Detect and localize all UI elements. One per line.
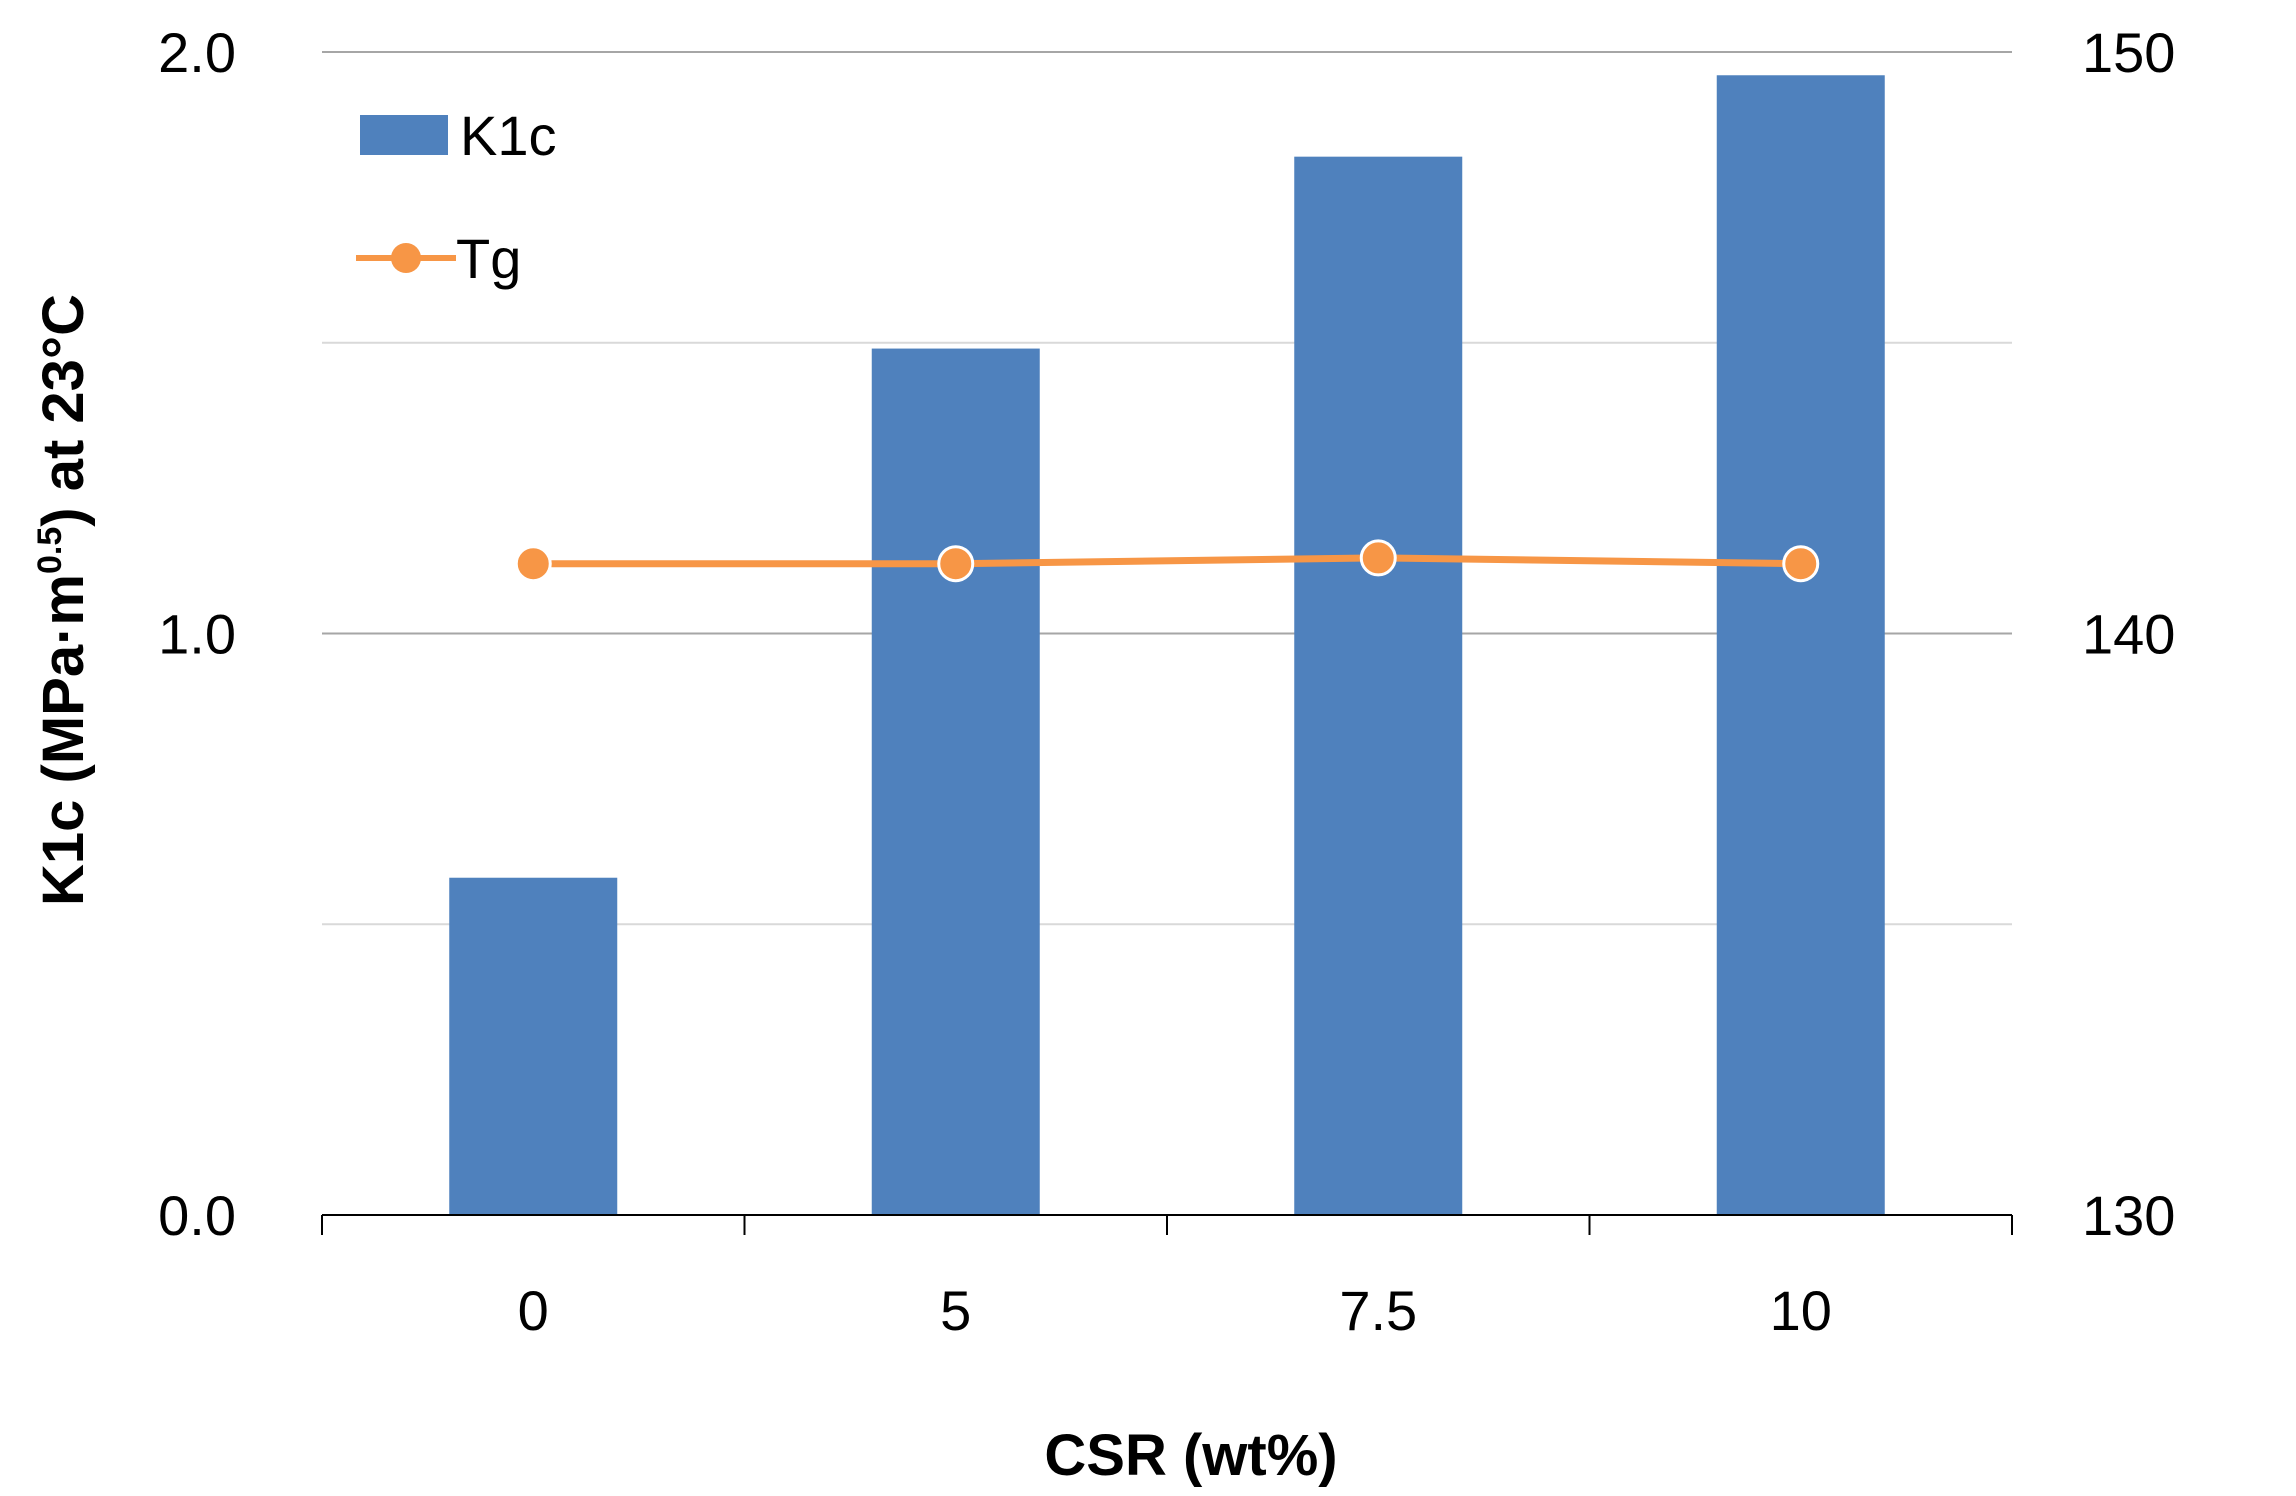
k1c-bars [449, 75, 1885, 1215]
x-tick-label: 0 [518, 1279, 549, 1342]
legend-k1c-swatch [360, 115, 448, 155]
x-axis-title: CSR (wt%) [1044, 1423, 1337, 1488]
tg-point-0 [514, 545, 552, 583]
left-y-tick-label: 2.0 [158, 21, 236, 84]
right-y-tick-label: 140 [2082, 603, 2175, 666]
left-y-tick-label: 1.0 [158, 603, 236, 666]
legend-tg-marker [391, 243, 421, 273]
legend: K1c Tg [356, 104, 557, 290]
bar-k1c-5 [871, 348, 1040, 1215]
tg-point-7.5 [1359, 539, 1397, 577]
right-y-tick-label: 130 [2082, 1184, 2175, 1247]
legend-k1c-label: K1c [460, 104, 557, 167]
x-tick-labels: 0 5 7.5 10 [518, 1279, 1832, 1342]
y-axis-title: K1c (MPa·m0.5) at 23°C [31, 294, 96, 906]
tg-point-5 [937, 545, 975, 583]
x-tick-label: 10 [1770, 1279, 1832, 1342]
legend-tg-label: Tg [456, 227, 521, 290]
bar-k1c-7.5 [1294, 156, 1463, 1215]
y-axis-title-part-2: ) at 23°C [31, 294, 96, 527]
bar-k1c-10 [1716, 75, 1885, 1215]
left-y-tick-label: 0.0 [158, 1184, 236, 1247]
tg-line-series [514, 539, 1820, 583]
y-axis-title-superscript: 0.5 [31, 527, 69, 574]
y-axis-title-part-1: K1c (MPa·m [31, 574, 96, 906]
tg-line [533, 554, 1801, 568]
x-tick-label: 7.5 [1339, 1279, 1417, 1342]
right-y-tick-labels: 130 140 150 [2082, 21, 2175, 1247]
right-y-tick-label: 150 [2082, 21, 2175, 84]
tg-point-10 [1782, 545, 1820, 583]
x-tick-label: 5 [940, 1279, 971, 1342]
left-y-tick-labels: 0.0 1.0 2.0 [158, 21, 236, 1247]
axes [321, 1214, 2013, 1235]
bar-k1c-0 [449, 877, 618, 1215]
